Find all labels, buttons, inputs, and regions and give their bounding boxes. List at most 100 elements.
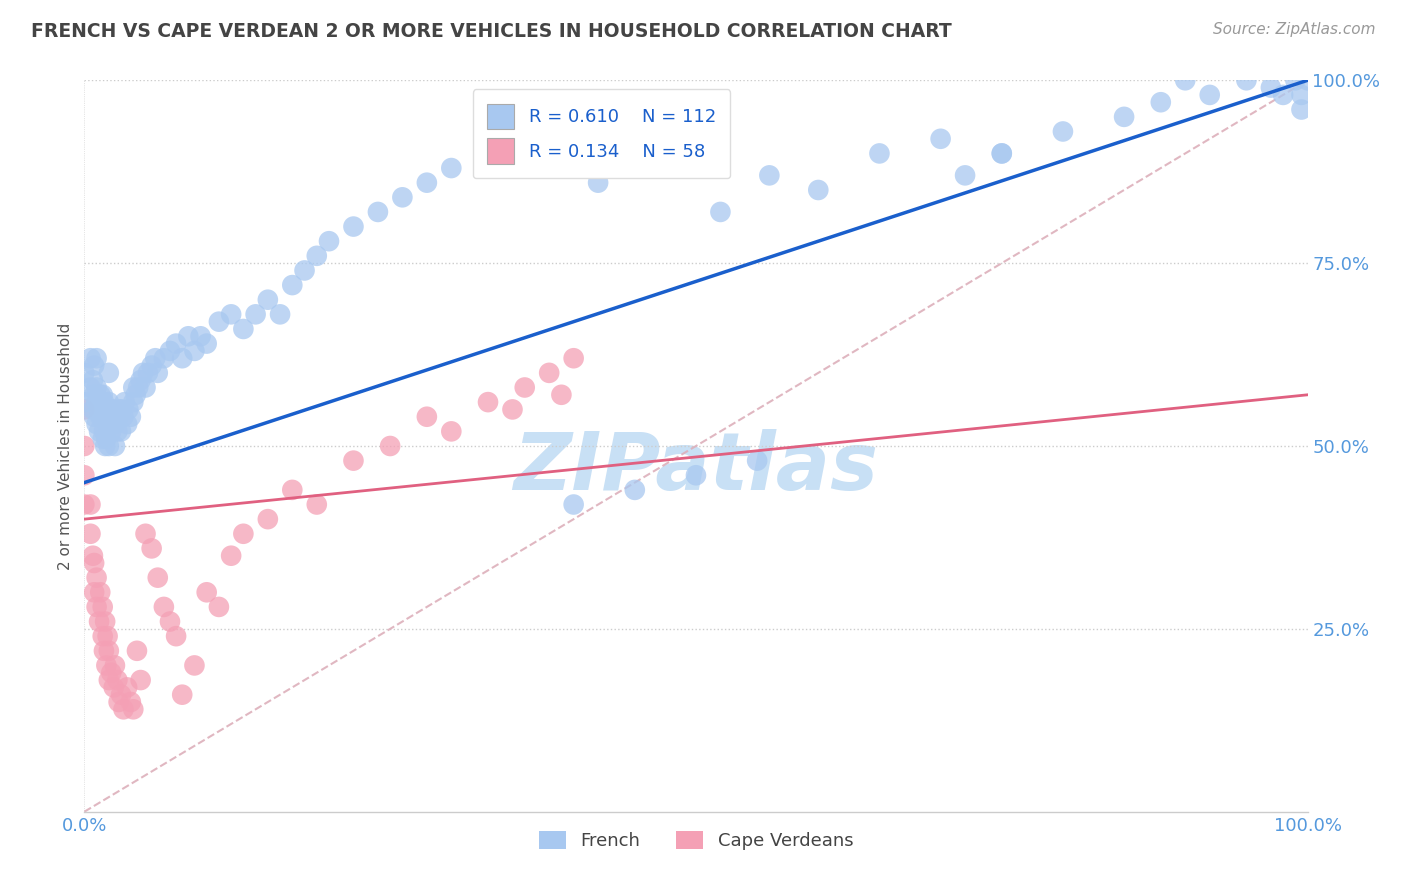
Point (562, 351, 585, 366)
Point (1260, 80, 1282, 95)
Point (416, 176, 439, 190)
Point (87, 615, 110, 629)
Point (120, 695, 142, 709)
Point (1052, 124, 1074, 138)
Point (94, 409, 117, 424)
Point (73, 366, 96, 380)
Point (305, 249, 328, 263)
Point (103, 681, 125, 695)
Point (79, 380, 101, 394)
Point (79, 498, 101, 512)
Point (86, 380, 108, 394)
Point (1291, 103, 1313, 117)
Point (73, 439, 96, 453)
Point (115, 681, 138, 695)
Point (97, 629, 120, 643)
Point (73, 395, 96, 409)
Point (153, 599, 176, 614)
Point (91, 629, 114, 643)
Point (110, 688, 132, 702)
Point (195, 336, 218, 351)
Point (93, 425, 115, 439)
Legend: French, Cape Verdeans: French, Cape Verdeans (531, 823, 860, 857)
Point (97, 644, 120, 658)
Point (97, 366, 120, 380)
Point (502, 402, 524, 417)
Point (86, 417, 108, 431)
Point (86, 599, 108, 614)
Point (219, 549, 242, 563)
Point (135, 380, 157, 394)
Point (87, 425, 110, 439)
Point (190, 329, 212, 343)
Point (100, 425, 122, 439)
Point (709, 205, 731, 219)
Point (83, 585, 105, 599)
Point (294, 263, 316, 277)
Point (1291, 87, 1313, 102)
Point (82, 402, 104, 417)
Point (685, 468, 707, 483)
Point (96, 658, 118, 673)
Point (477, 146, 499, 161)
Point (991, 146, 1014, 161)
Point (342, 219, 364, 234)
Point (208, 315, 231, 329)
Point (513, 161, 536, 175)
Point (97, 395, 120, 409)
Point (105, 425, 128, 439)
Point (110, 425, 132, 439)
Point (172, 351, 194, 366)
Point (440, 425, 463, 439)
Point (624, 483, 647, 497)
Point (100, 665, 122, 680)
Point (141, 541, 163, 556)
Point (132, 366, 155, 380)
Point (146, 366, 169, 380)
Point (257, 293, 280, 307)
Point (86, 351, 108, 366)
Point (73, 468, 96, 483)
Point (661, 146, 683, 161)
Point (82, 549, 104, 563)
Point (318, 234, 340, 248)
Point (807, 183, 830, 197)
Point (129, 373, 152, 387)
Point (513, 380, 536, 394)
Point (624, 161, 647, 175)
Point (1284, 73, 1306, 87)
Point (97, 417, 120, 431)
Point (208, 599, 231, 614)
Point (125, 388, 148, 402)
Point (477, 395, 499, 409)
Point (367, 205, 389, 219)
Point (112, 702, 135, 716)
Point (146, 571, 169, 585)
Text: Source: ZipAtlas.com: Source: ZipAtlas.com (1212, 22, 1375, 37)
Point (1150, 95, 1173, 110)
Point (1114, 110, 1136, 124)
Point (104, 417, 127, 431)
Point (159, 343, 181, 358)
Point (136, 366, 159, 380)
Point (1198, 87, 1220, 102)
Point (281, 483, 304, 497)
Point (112, 409, 135, 424)
Point (94, 615, 117, 629)
Point (100, 402, 122, 417)
Point (342, 453, 364, 467)
Point (110, 402, 132, 417)
Point (586, 176, 609, 190)
Point (87, 402, 110, 417)
Point (1272, 87, 1295, 102)
Point (953, 169, 976, 183)
Point (159, 615, 181, 629)
Point (86, 571, 108, 585)
Point (97, 417, 120, 431)
Point (73, 498, 96, 512)
Point (94, 439, 117, 453)
Point (104, 658, 127, 673)
Point (105, 409, 128, 424)
Point (758, 169, 780, 183)
Point (232, 526, 254, 541)
